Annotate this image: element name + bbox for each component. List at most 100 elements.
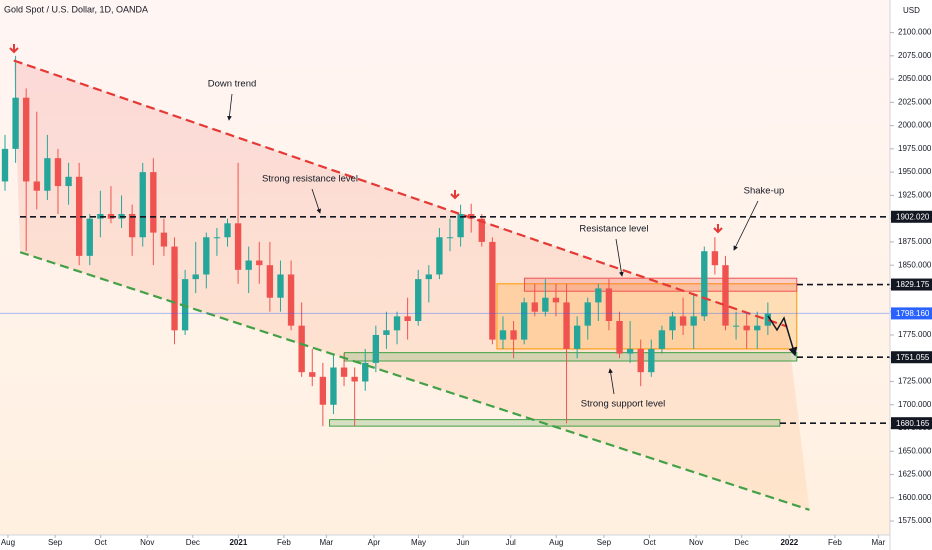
candle-body [701, 251, 708, 317]
annotation: Resistance level [579, 224, 648, 235]
candle-body [54, 158, 62, 187]
channel-fill [13, 60, 810, 510]
candle-body [277, 274, 284, 298]
candle-body [33, 181, 40, 191]
candle-body [648, 348, 655, 373]
candle-body [415, 279, 422, 321]
candle-body [552, 297, 560, 303]
candle-body [605, 288, 613, 321]
level-label: 1751.055 [896, 353, 930, 362]
last-price-label: 1798.160 [896, 309, 930, 318]
level-label: 1902.020 [896, 212, 930, 221]
candle-body [12, 97, 19, 149]
y-tick-label: 1575.000 [898, 516, 932, 525]
x-tick-label: Nov [140, 538, 154, 547]
x-tick-label: Jun [457, 538, 470, 547]
candle-body [75, 176, 83, 256]
annotation-arrow [733, 200, 759, 251]
level-label: 1680.165 [896, 419, 930, 428]
candle-body [584, 302, 591, 326]
candle-body [150, 172, 157, 233]
candle-body [245, 260, 252, 270]
candle-body [372, 334, 380, 363]
annotation-arrow [311, 188, 322, 214]
chart-title: Gold Spot / U.S. Dollar, 1D, OANDA [4, 4, 148, 14]
candle-body [139, 172, 146, 238]
axis-unit: USD [903, 6, 920, 15]
peak-marker [9, 44, 19, 54]
y-tick-label: 2100.000 [898, 28, 932, 37]
x-tick-label: Sep [48, 538, 63, 547]
y-tick-label: 1775.000 [898, 330, 932, 339]
candle-body [86, 218, 93, 256]
y-tick-label: 1600.000 [898, 493, 932, 502]
x-tick-label: May [411, 538, 426, 547]
candle-body [722, 265, 729, 326]
level-tag [891, 278, 932, 291]
candle-body [595, 288, 602, 303]
y-tick-label: 1725.000 [898, 377, 932, 386]
x-tick-label: Mar [871, 538, 885, 547]
candle-body [266, 265, 274, 298]
y-tick-label: 1700.000 [898, 400, 932, 409]
candle-body [754, 325, 761, 331]
annotation-arrow [227, 93, 233, 121]
trend-line [19, 251, 810, 511]
candle-body [330, 367, 337, 405]
annotation-arrow [615, 238, 624, 277]
candle-body [224, 223, 231, 238]
candle-body [637, 348, 644, 373]
candle-body [23, 97, 30, 182]
candle-body [1, 148, 9, 182]
peak-marker [450, 190, 460, 200]
y-tick-label: 1625.000 [898, 470, 932, 479]
annotation-arrow [608, 368, 615, 395]
x-tick-label: Nov [689, 538, 703, 547]
candle-body [743, 325, 750, 331]
y-tick-label: 1650.000 [898, 446, 932, 455]
candle-body [309, 372, 316, 377]
candle-body [351, 376, 358, 382]
candle-body [457, 214, 464, 238]
candle-body [383, 330, 390, 335]
level-label: 1829.175 [896, 280, 930, 289]
candle-body [319, 376, 327, 405]
x-tick-label: Oct [94, 538, 107, 547]
level-tag [891, 417, 932, 430]
candle-body [298, 325, 305, 373]
candle-body [732, 325, 740, 327]
peak-marker [713, 224, 723, 234]
zone [496, 283, 798, 350]
candle-body [679, 316, 687, 326]
candle-body [499, 330, 507, 340]
zone [343, 352, 798, 362]
x-tick-label: Apr [368, 538, 381, 547]
candle-body [128, 214, 136, 238]
last-price-tag [891, 307, 932, 320]
y-tick-label: 1875.000 [898, 237, 932, 246]
x-tick-label: Sep [597, 538, 612, 547]
x-tick-label: Aug [1, 538, 15, 547]
y-tick-label: 2025.000 [898, 97, 932, 106]
candle-body [181, 279, 189, 331]
candle-body [393, 316, 401, 331]
candle-body [425, 274, 432, 280]
trend-line [13, 59, 788, 328]
candle-body [340, 367, 348, 377]
candle-body [234, 223, 242, 270]
y-tick-label: 1975.000 [898, 144, 932, 153]
candle-body [192, 274, 199, 280]
candle-body [669, 316, 676, 331]
candle-body [203, 237, 210, 275]
zone [329, 419, 781, 427]
candle-body [160, 232, 168, 247]
x-tick-label: Jul [506, 538, 516, 547]
candle-body [65, 176, 72, 187]
candle-body [489, 241, 496, 340]
candle-body [531, 302, 538, 312]
candle-body [764, 313, 772, 326]
x-tick-label: Mar [319, 538, 333, 547]
annotation: Shake-up [744, 186, 785, 197]
